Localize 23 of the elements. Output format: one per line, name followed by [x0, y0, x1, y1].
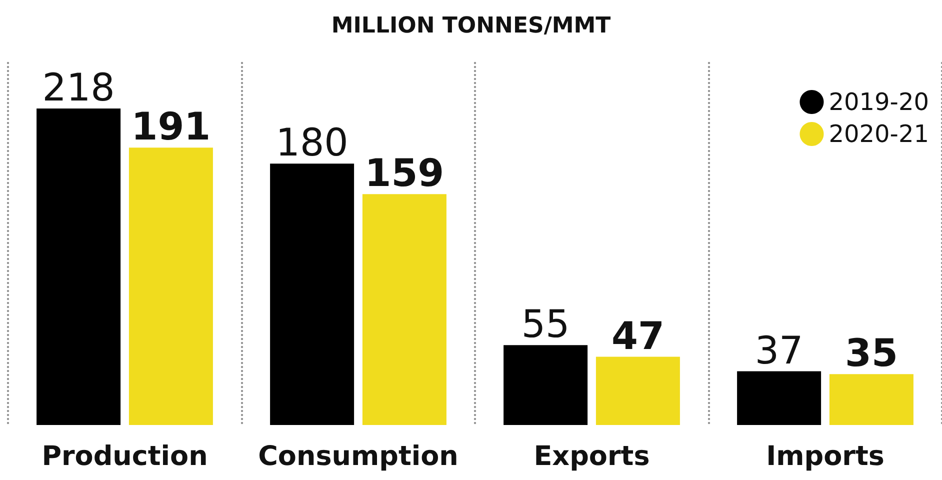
data-label: 55 [521, 302, 570, 346]
bar [504, 345, 588, 425]
data-label: 35 [845, 331, 898, 376]
legend-label: 2019-20 [828, 88, 930, 116]
bar [829, 374, 914, 425]
data-label: 159 [364, 151, 444, 196]
x-tick-label: Production [42, 441, 208, 472]
bar [362, 194, 446, 425]
chart-title: MILLION TONNES/MMT [331, 14, 611, 38]
bar [737, 371, 822, 425]
bar [596, 356, 680, 425]
bar [36, 108, 121, 425]
x-tick-label: Consumption [258, 441, 458, 472]
x-tick-label: Imports [766, 441, 884, 472]
bar [128, 148, 213, 425]
legend-label: 2020-21 [828, 120, 930, 148]
data-label: 191 [131, 104, 211, 149]
bar [270, 164, 354, 425]
data-label: 218 [42, 65, 115, 110]
x-tick-label: Exports [534, 441, 650, 472]
data-label: 37 [754, 328, 804, 372]
data-label: 47 [612, 314, 664, 358]
data-label: 180 [276, 120, 348, 165]
